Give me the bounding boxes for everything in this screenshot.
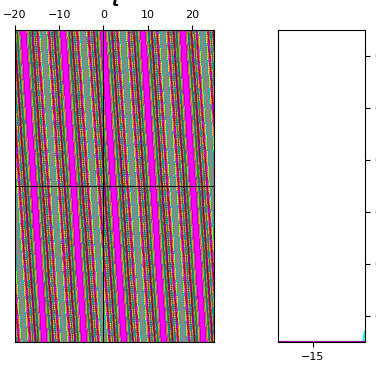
X-axis label: t: t xyxy=(111,0,118,9)
